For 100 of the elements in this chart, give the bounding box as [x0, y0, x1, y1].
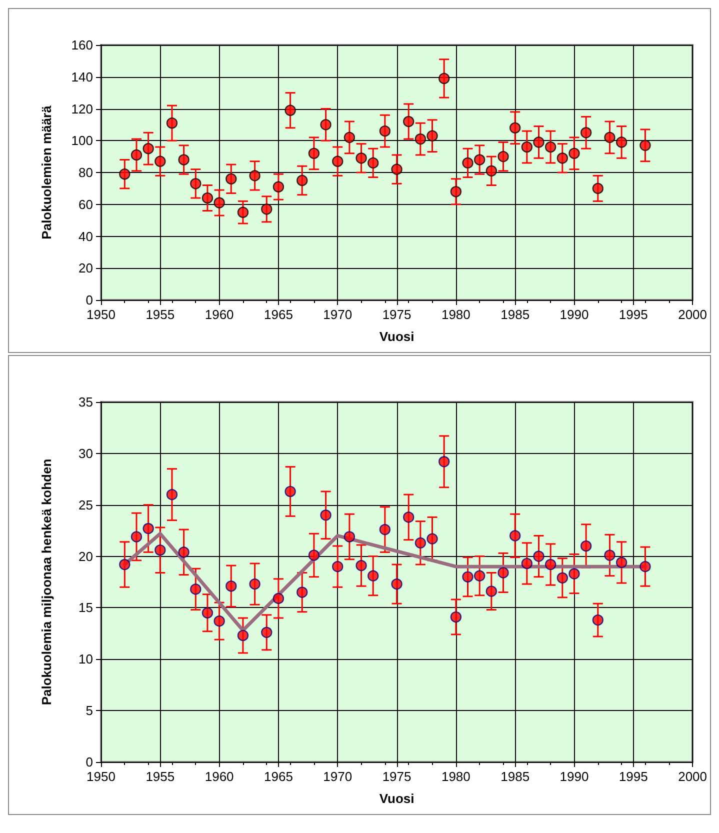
- point: [379, 125, 391, 137]
- x-tick-label: 1985: [500, 769, 530, 784]
- x-tick-label: 2000: [678, 769, 707, 784]
- x-tick-label: 1950: [86, 769, 116, 784]
- point: [616, 556, 628, 568]
- point: [249, 170, 260, 182]
- y-tick-label: 20: [78, 260, 93, 276]
- point: [154, 544, 166, 556]
- point: [284, 486, 296, 498]
- x-axis-title: Vuosi: [379, 329, 414, 344]
- point: [521, 141, 533, 153]
- point: [154, 156, 166, 167]
- point: [190, 584, 202, 595]
- point: [544, 558, 556, 570]
- point: [130, 531, 142, 542]
- point: [556, 572, 568, 584]
- point: [604, 132, 616, 144]
- point: [332, 156, 344, 167]
- point: [178, 154, 190, 166]
- point: [130, 149, 142, 161]
- y-tick-label: 10: [78, 652, 93, 667]
- point: [438, 456, 450, 468]
- x-tick-label: 1980: [441, 307, 470, 322]
- point: [580, 540, 592, 552]
- x-tick-label: 1975: [382, 307, 412, 322]
- point: [119, 558, 130, 570]
- y-tick-label: 60: [78, 196, 93, 212]
- point: [202, 607, 214, 618]
- point: [166, 488, 178, 500]
- point: [426, 533, 438, 544]
- point: [296, 174, 308, 186]
- y-tick-label: 100: [71, 133, 93, 148]
- x-tick-label: 1995: [618, 307, 648, 322]
- x-tick-label: 1955: [146, 769, 175, 784]
- y-tick-label: 160: [71, 38, 93, 52]
- x-tick-label: 1975: [382, 769, 412, 784]
- point: [226, 580, 237, 592]
- point: [403, 116, 414, 128]
- point: [237, 630, 249, 642]
- x-tick-label: 1990: [560, 307, 589, 322]
- point: [356, 152, 367, 164]
- y-axis-title: Palokuolemia miljoonaa henkeä kohden: [39, 458, 54, 706]
- point: [486, 586, 498, 597]
- point: [580, 127, 592, 138]
- point: [237, 206, 249, 218]
- y-tick-label: 30: [78, 446, 93, 461]
- y-tick-label: 40: [78, 228, 93, 244]
- point: [261, 626, 272, 638]
- point: [344, 132, 356, 144]
- x-tick-label: 2000: [678, 307, 707, 322]
- point: [462, 571, 474, 582]
- point: [261, 204, 272, 215]
- point: [521, 558, 533, 570]
- point: [498, 150, 509, 162]
- point: [320, 119, 332, 130]
- point: [592, 614, 604, 626]
- point: [379, 524, 391, 536]
- point: [214, 197, 225, 208]
- y-tick-label: 0: [86, 292, 93, 308]
- point: [498, 567, 509, 578]
- point: [474, 570, 486, 582]
- point: [414, 133, 426, 145]
- point: [272, 181, 284, 192]
- point: [474, 154, 486, 166]
- x-tick-label: 1960: [204, 307, 234, 322]
- y-tick-label: 15: [78, 600, 93, 616]
- y-tick-label: 35: [78, 394, 93, 410]
- point: [640, 560, 651, 572]
- point: [450, 186, 462, 198]
- point: [604, 550, 616, 561]
- point: [616, 136, 628, 148]
- x-tick-label: 1970: [323, 769, 352, 784]
- y-tick-label: 0: [86, 754, 93, 770]
- point: [142, 142, 154, 154]
- x-tick-label: 1955: [146, 307, 175, 322]
- y-tick-label: 140: [71, 69, 93, 84]
- x-tick-label: 1970: [323, 307, 352, 322]
- point: [391, 578, 402, 590]
- point: [344, 531, 356, 542]
- point: [214, 615, 225, 627]
- point: [308, 550, 320, 561]
- x-tick-label: 1985: [500, 307, 530, 322]
- x-tick-label: 1960: [204, 769, 234, 784]
- point: [414, 537, 426, 549]
- point: [296, 586, 308, 598]
- point: [450, 611, 462, 623]
- x-tick-label: 1965: [264, 769, 293, 784]
- x-tick-label: 1990: [560, 769, 589, 784]
- point: [391, 164, 402, 175]
- point: [178, 546, 190, 558]
- x-tick-label: 1950: [86, 307, 116, 322]
- point: [592, 182, 604, 194]
- point: [190, 178, 202, 190]
- point: [544, 141, 556, 153]
- point: [403, 512, 414, 523]
- point: [272, 592, 284, 604]
- point: [166, 117, 178, 129]
- y-tick-label: 25: [78, 497, 93, 512]
- y-tick-label: 20: [78, 548, 93, 564]
- point: [320, 510, 332, 521]
